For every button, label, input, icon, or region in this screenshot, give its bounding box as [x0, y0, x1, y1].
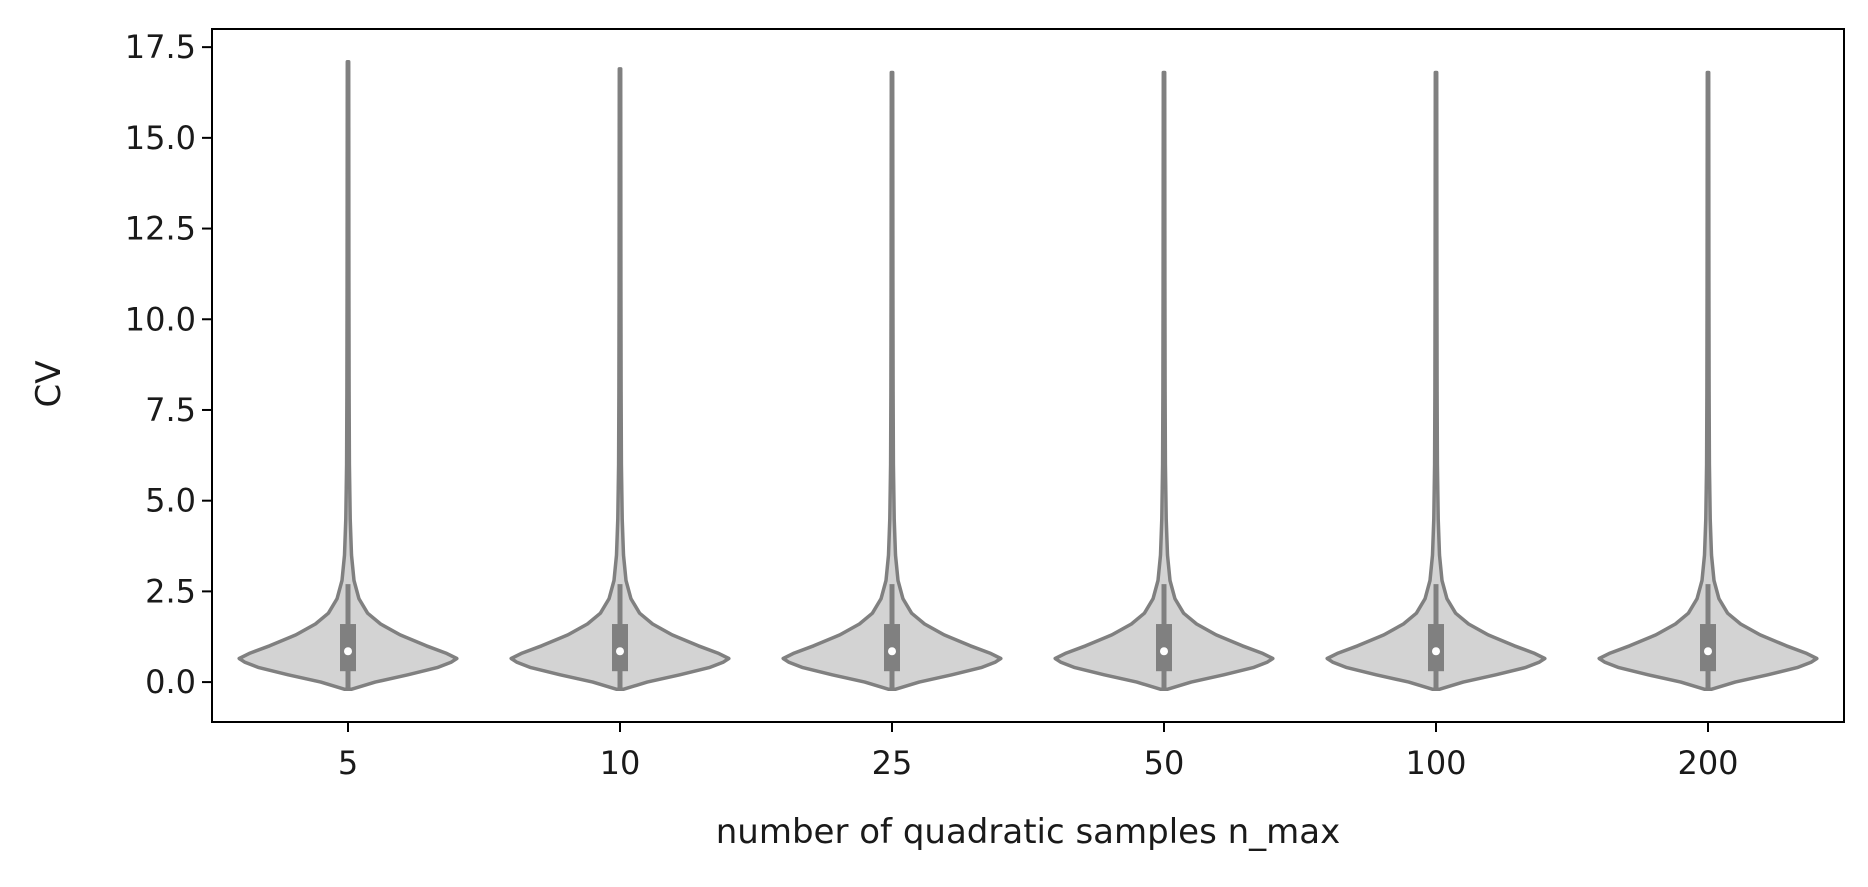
x-tick-label: 10	[600, 744, 641, 782]
x-tick-label: 200	[1677, 744, 1738, 782]
violins-layer	[237, 59, 1819, 692]
y-tick-label: 12.5	[125, 210, 196, 248]
violin-25	[781, 70, 1003, 692]
plot-frame	[211, 28, 1845, 723]
median-point	[1160, 647, 1168, 656]
x-tick-label: 25	[872, 744, 913, 782]
x-tick-label: 100	[1405, 744, 1466, 782]
violin-5	[237, 59, 459, 692]
violin-body	[237, 59, 459, 692]
y-tick-label: 10.0	[125, 300, 196, 338]
x-tick-label: 5	[338, 744, 358, 782]
violin-body	[1597, 70, 1819, 692]
violin-body	[1325, 70, 1547, 692]
y-tick-label: 5.0	[145, 482, 196, 520]
y-axis: 0.0 2.5 5.0 7.5 10.0 12.5 15.0 17.5	[125, 28, 212, 701]
y-tick-label: 17.5	[125, 28, 196, 66]
median-point	[888, 647, 896, 656]
x-tick-label: 50	[1144, 744, 1185, 782]
violin-10	[509, 67, 731, 692]
x-axis: 5 10 25 50 100 200	[338, 722, 1739, 782]
y-axis-title: CV	[29, 361, 69, 408]
median-point	[1432, 647, 1440, 656]
violin-200	[1597, 70, 1819, 692]
median-point	[1704, 647, 1712, 656]
violin-body	[509, 67, 731, 692]
y-tick-label: 7.5	[145, 391, 196, 429]
x-axis-title: number of quadratic samples n_max	[716, 812, 1340, 852]
violin-50	[1053, 70, 1275, 692]
violin-100	[1325, 70, 1547, 692]
y-tick-label: 0.0	[145, 663, 196, 701]
y-tick-label: 2.5	[145, 572, 196, 610]
y-tick-label: 15.0	[125, 119, 196, 157]
median-point	[616, 647, 624, 656]
median-point	[344, 647, 352, 656]
violin-body	[1053, 70, 1275, 692]
violin-body	[781, 70, 1003, 692]
